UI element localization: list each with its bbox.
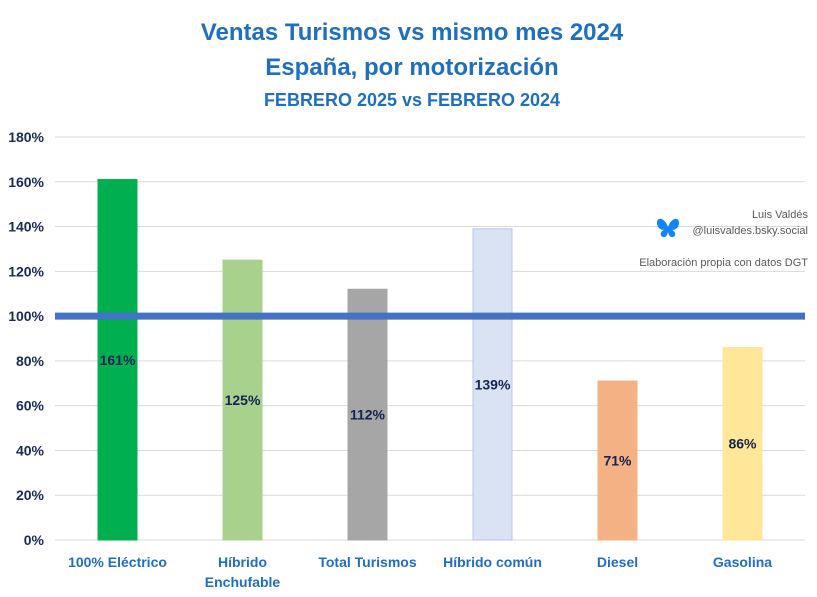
data-label: 112% (350, 407, 386, 423)
bar (222, 259, 263, 541)
chart-period: FEBRERO 2025 vs FEBRERO 2024 (264, 90, 560, 110)
category-label: Gasolina (713, 554, 772, 570)
y-tick-label: 0% (24, 532, 45, 548)
y-tick-label: 60% (16, 398, 45, 414)
bar (472, 228, 513, 541)
category-label: Híbrido Enchufable (205, 554, 281, 590)
y-axis: 0% 20% 40% 60% 80% 100% 120% 140% 160% 180% (8, 129, 44, 548)
credit-author: Luis Valdés (752, 209, 809, 221)
gridlines (55, 136, 805, 541)
butterfly-icon (657, 218, 679, 238)
bar (597, 380, 638, 541)
y-tick-label: 140% (8, 219, 44, 235)
y-tick-label: 40% (16, 442, 45, 458)
credits: Luis Valdés @luisvaldes.bsky.social Elab… (639, 209, 808, 269)
chart-subtitle: España, por motorización (265, 54, 558, 81)
credit-source: Elaboración propia con datos DGT (639, 257, 808, 269)
category-label: Híbrido común (443, 554, 542, 570)
y-tick-label: 160% (8, 174, 44, 190)
y-tick-label: 180% (8, 129, 44, 145)
bar (97, 179, 138, 541)
category-label: Total Turismos (318, 554, 416, 570)
y-tick-label: 120% (8, 263, 44, 279)
y-tick-label: 100% (8, 308, 44, 324)
data-label: 125% (225, 392, 261, 408)
credit-handle: @luisvaldes.bsky.social (692, 225, 808, 237)
chart-title: Ventas Turismos vs mismo mes 2024 (201, 19, 624, 46)
bars (97, 179, 763, 541)
bar (722, 346, 763, 541)
y-tick-label: 20% (16, 487, 45, 503)
data-label: 71% (603, 453, 632, 469)
data-label: 161% (100, 352, 136, 368)
bar (347, 288, 388, 541)
category-label: 100% Eléctrico (68, 554, 167, 570)
data-label: 86% (728, 436, 757, 452)
y-tick-label: 80% (16, 353, 45, 369)
data-labels: 161% 125% 112% 139% 71% 86% (100, 352, 757, 469)
data-label: 139% (475, 376, 511, 392)
category-label: Diesel (597, 554, 638, 570)
x-axis: 100% Eléctrico Híbrido Enchufable Total Tur… (68, 554, 772, 590)
